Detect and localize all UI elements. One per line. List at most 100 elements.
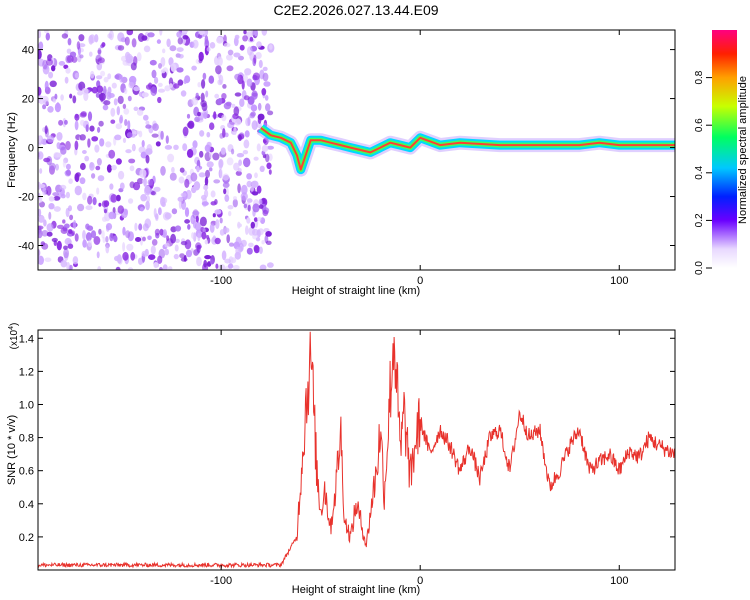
noise-blob [201, 102, 208, 112]
noise-blob [199, 216, 207, 227]
noise-blob [169, 45, 177, 52]
noise-blob [137, 178, 144, 185]
noise-blob [79, 54, 84, 59]
noise-blob [227, 263, 234, 269]
noise-blob [212, 152, 220, 161]
noise-blob [48, 211, 52, 220]
noise-blob [147, 32, 155, 38]
noise-blob [186, 148, 194, 158]
noise-blob [223, 42, 231, 48]
noise-blob [100, 70, 106, 77]
noise-blob [143, 45, 151, 53]
snr-xlabel: Height of straight line (km) [292, 584, 420, 596]
noise-blob [204, 255, 212, 260]
noise-blob [228, 210, 232, 217]
figure-title: C2E2.2026.027.13.44.E09 [273, 2, 438, 18]
noise-blob [79, 112, 87, 118]
noise-blob [184, 178, 190, 188]
noise-blob [64, 119, 68, 125]
noise-blob [204, 144, 211, 153]
noise-blob [157, 255, 163, 264]
noise-blob [228, 242, 235, 247]
noise-blob [97, 175, 105, 182]
noise-blob [198, 51, 204, 62]
noise-blob [140, 151, 148, 159]
noise-blob [110, 194, 118, 203]
noise-blob [149, 59, 157, 66]
noise-blob [170, 233, 177, 244]
noise-blob [197, 82, 201, 88]
noise-blob [63, 245, 68, 250]
track-core [260, 127, 675, 171]
noise-blob [230, 257, 237, 264]
noise-blob [182, 143, 188, 152]
noise-blob [190, 172, 198, 182]
noise-blob [38, 151, 44, 160]
noise-blob [226, 54, 233, 61]
noise-blob [63, 248, 69, 259]
noise-blob [99, 138, 105, 147]
noise-blob [85, 223, 90, 230]
noise-blob [246, 247, 253, 255]
noise-blob [103, 76, 109, 83]
noise-blob [109, 183, 114, 190]
noise-blob [191, 97, 198, 106]
noise-blob [117, 205, 125, 214]
noise-blob [164, 145, 173, 150]
noise-blob [185, 249, 193, 258]
noise-blob [265, 240, 272, 245]
noise-blob [98, 92, 106, 101]
x-tick-label: 0 [417, 575, 423, 587]
noise-blob [53, 196, 61, 201]
noise-blob [221, 93, 227, 100]
noise-blob [233, 126, 237, 136]
noise-blob [174, 225, 182, 232]
noise-blob [216, 36, 224, 44]
noise-blob [222, 173, 230, 181]
noise-blob [251, 90, 258, 100]
noise-blob [56, 240, 62, 251]
noise-blob [224, 258, 232, 264]
noise-blob [127, 120, 131, 130]
noise-blob [138, 130, 143, 138]
noise-blob [198, 58, 203, 64]
noise-blob [242, 150, 249, 155]
snr-line [38, 331, 675, 569]
noise-blob [254, 30, 258, 37]
noise-blob [154, 228, 160, 236]
noise-blob [235, 246, 242, 256]
noise-blob [157, 88, 166, 93]
noise-blob [82, 230, 86, 240]
noise-blob [203, 259, 208, 268]
noise-blob [71, 230, 75, 236]
noise-blob [43, 99, 49, 106]
snr-panel: -100 0 100 0.2 0.4 0.6 0.8 1.0 1.2 1.4 Height of … [6, 323, 676, 596]
noise-blob [141, 35, 148, 41]
noise-blob [82, 239, 87, 248]
noise-blob [192, 39, 199, 49]
snr-multiplier-exp: 4 [8, 326, 15, 330]
noise-blob [107, 33, 113, 39]
noise-blob [105, 141, 112, 148]
noise-blob [145, 148, 153, 155]
y-tick-label: 0.8 [19, 433, 34, 445]
noise-blob [52, 192, 59, 197]
noise-blob [179, 167, 185, 173]
noise-blob [262, 66, 268, 72]
noise-blob [209, 223, 215, 233]
noise-blob [145, 124, 152, 129]
noise-blob [208, 75, 215, 84]
noise-blob [191, 65, 197, 71]
noise-blob [90, 230, 97, 239]
noise-blob [256, 185, 262, 194]
noise-blob [72, 220, 77, 229]
noise-blob [246, 180, 252, 188]
noise-blob [177, 196, 184, 202]
noise-blob [146, 195, 151, 203]
noise-blob [187, 224, 191, 230]
noise-blob [122, 137, 127, 143]
noise-blob [98, 228, 102, 235]
noise-blob [173, 144, 179, 150]
noise-blob [261, 240, 265, 245]
noise-blob [173, 83, 180, 89]
